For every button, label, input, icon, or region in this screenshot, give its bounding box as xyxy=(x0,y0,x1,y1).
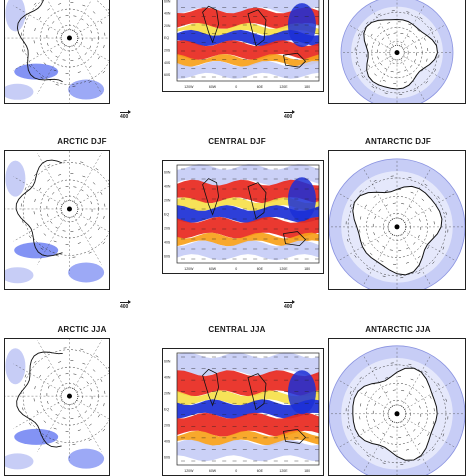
lat-tick-label: 20N xyxy=(164,24,171,28)
lat-tick-label: 20N xyxy=(164,392,171,396)
lat-tick-label: EQ xyxy=(164,36,169,40)
reference-vector-row2-right: 400 xyxy=(284,302,294,310)
title-arctic-jja: ARCTIC JJA xyxy=(7,325,157,334)
map-panel-antarctic-row3 xyxy=(328,338,466,476)
lat-tick-label: 60N xyxy=(164,360,171,364)
lon-tick-label: 120W xyxy=(184,267,194,271)
lon-tick-label: 180 xyxy=(304,267,310,271)
map-graphic xyxy=(5,151,109,289)
map-panel-arctic-row3 xyxy=(4,338,110,476)
map-panel-arctic-row1 xyxy=(4,0,110,104)
lon-tick-label: 120W xyxy=(184,469,194,473)
map-graphic xyxy=(329,151,465,289)
lat-tick-label: 20S xyxy=(164,424,171,428)
lat-tick-label: 60N xyxy=(164,0,171,3)
lat-tick-label: 60N xyxy=(164,170,171,174)
reference-vector-row1-right: 400 xyxy=(284,112,294,120)
lon-tick-label: 0 xyxy=(235,85,237,89)
lon-tick-label: 180 xyxy=(304,469,310,473)
map-graphic xyxy=(329,339,465,475)
title-arctic-djf: ARCTIC DJF xyxy=(7,137,157,146)
lat-tick-label: 20S xyxy=(164,226,171,230)
title-antarctic-jja: ANTARCTIC JJA xyxy=(323,325,473,334)
lat-tick-label: 40S xyxy=(164,440,171,444)
lon-tick-label: 60W xyxy=(209,267,217,271)
lon-tick-label: 120E xyxy=(279,85,288,89)
lat-tick-label: EQ xyxy=(164,408,169,412)
lat-tick-label: 60S xyxy=(164,73,171,77)
lon-tick-label: 120E xyxy=(279,469,288,473)
lon-tick-label: 60E xyxy=(257,85,264,89)
map-panel-central-row2: 60N 40N 20N EQ 20S 40S 60S 120W 60W 0 60E 120E 180 xyxy=(162,160,324,274)
map-graphic xyxy=(329,0,465,103)
lat-tick-label: 40N xyxy=(164,184,171,188)
map-panel-central-row3: 60N 40N 20N EQ 20S 40S 60S 120W 60W 0 60E 120E 180 xyxy=(162,348,324,476)
lat-tick-label: 20S xyxy=(164,49,171,53)
map-graphic: 60N 40N 20N EQ 20S 40S 60S 120W 60W 0 60E 120E 180 xyxy=(163,161,323,273)
lon-tick-label: 60W xyxy=(209,469,217,473)
map-graphic xyxy=(5,339,109,475)
map-panel-antarctic-row1 xyxy=(328,0,466,104)
lon-tick-label: 60E xyxy=(257,267,264,271)
map-panel-arctic-row2 xyxy=(4,150,110,290)
reference-vector-row2-left: 400 xyxy=(120,302,130,310)
lat-tick-label: 40N xyxy=(164,12,171,16)
lat-tick-label: EQ xyxy=(164,212,169,216)
lat-tick-label: 40S xyxy=(164,61,171,65)
lon-tick-label: 180 xyxy=(304,85,310,89)
map-graphic xyxy=(5,0,109,103)
map-graphic: 60N 40N 20N EQ 20S 40S 60S 120W 60W 0 60E 120E 180 xyxy=(163,0,323,91)
title-central-djf: CENTRAL DJF xyxy=(162,137,312,146)
map-panel-central-row1: 60N 40N 20N EQ 20S 40S 60S 120W 60W 0 60E 120E 180 xyxy=(162,0,324,92)
title-central-jja: CENTRAL JJA xyxy=(162,325,312,334)
lat-tick-label: 20N xyxy=(164,198,171,202)
map-panel-antarctic-row2 xyxy=(328,150,466,290)
reference-vector-row1-left: 400 xyxy=(120,112,130,120)
lon-tick-label: 60W xyxy=(209,85,217,89)
lon-tick-label: 60E xyxy=(257,469,264,473)
lon-tick-label: 0 xyxy=(235,267,237,271)
map-graphic: 60N 40N 20N EQ 20S 40S 60S 120W 60W 0 60E 120E 180 xyxy=(163,349,323,475)
lat-tick-label: 60S xyxy=(164,254,171,258)
lat-tick-label: 40N xyxy=(164,376,171,380)
lat-tick-label: 40S xyxy=(164,240,171,244)
lat-tick-label: 60S xyxy=(164,456,171,460)
lon-tick-label: 120E xyxy=(279,267,288,271)
lon-tick-label: 120W xyxy=(184,85,194,89)
lon-tick-label: 0 xyxy=(235,469,237,473)
title-antarctic-djf: ANTARCTIC DJF xyxy=(323,137,473,146)
